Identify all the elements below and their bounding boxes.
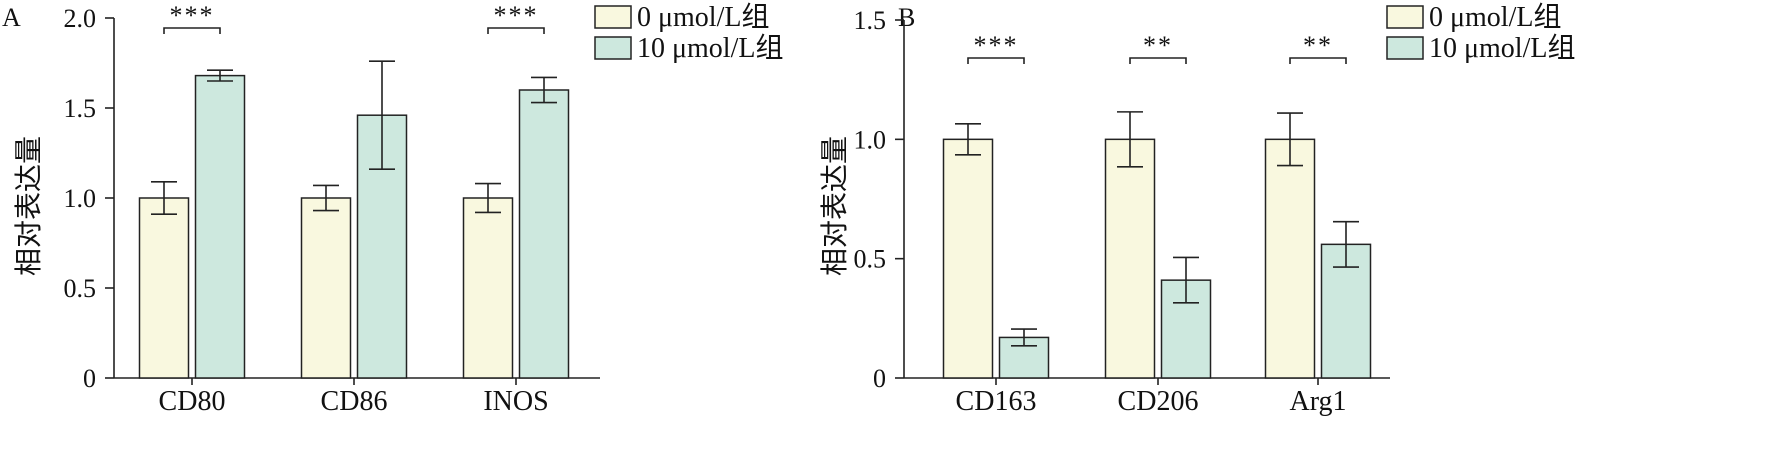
panelb-y-tick-label: 1.5 [854,6,887,35]
panelb-y-axis-label: 相对表达量 [818,136,851,276]
panelb-significance-label: *** [974,31,1019,60]
panelb-y-tick-label: 1.0 [854,125,887,154]
panela-error-bar [207,69,233,82]
panelb-significance-label: ** [1143,31,1173,60]
panela-legend-swatch [594,5,632,29]
panel-label-a: A [2,3,21,32]
panelb-significance-label: ** [1303,31,1333,60]
panela-y-tick-label: 1.5 [64,94,97,123]
panela-y-tick-label: 2.0 [64,4,97,33]
panelb-error-bar [1011,328,1037,347]
panela-y-tick-label: 0 [83,364,96,393]
panela-y-tick-label: 0.5 [64,274,97,303]
panela-error-bar [369,60,395,170]
panelb-y-tick-label: 0.5 [854,245,887,274]
panelb-category-label: CD163 [956,386,1037,417]
panela-category-label: CD80 [159,386,226,417]
panelb-significance-line [1289,57,1347,64]
panelb-error-bar [1117,111,1143,168]
panela-bar-cd86-series-0 [300,197,352,379]
panela-significance-label: *** [494,1,539,30]
panelb-error-bar [1277,112,1303,167]
panela-bar-inos-series-0 [462,197,514,379]
panelb-error-bar [955,123,981,156]
panel-b: B 0 0.5 1.0 1.5 相对表达量 CD163 *** CD206 ** Arg1 ** 0 … [818,1,1575,417]
panelb-legend-swatch [1386,5,1424,29]
panela-y-axis-label: 相对表达量 [12,136,45,276]
panela-bar-inos-series-1 [518,89,570,379]
panela-error-bar [151,181,177,215]
panelb-legend-label: 10 μmol/L组 [1429,32,1575,64]
panela-error-bar [531,76,557,104]
panel-a: A 0 0.5 1.0 1.5 2.0 相对表达量 CD80 *** CD86 INOS *** 0 … [2,1,783,417]
panela-bar-cd80-series-0 [138,197,190,379]
panelb-legend-swatch [1386,36,1424,60]
panela-error-bar [475,182,501,214]
panela-significance-bracket [163,27,221,34]
panelb-error-bar [1333,220,1359,268]
panela-category-label: INOS [483,386,548,417]
panela-significance-bracket [487,27,545,34]
panelb-significance-line [1129,57,1187,64]
panelb-category-label: Arg1 [1289,386,1346,417]
panela-significance-line [487,27,545,34]
panela-significance-label: *** [170,1,215,30]
panelb-category-label: CD206 [1118,386,1199,417]
panelb-bar-cd206-series-0 [1104,138,1156,379]
panelb-bar-cd163-series-0 [942,138,994,379]
panelb-error-bar [1173,256,1199,304]
panel-label-b: B [898,3,915,32]
panelb-significance-bracket [967,57,1025,64]
panelb-significance-bracket [1289,57,1347,64]
panela-error-bar [313,184,339,212]
panela-legend-label: 0 μmol/L组 [637,1,769,33]
panelb-legend-label: 0 μmol/L组 [1429,1,1561,33]
panela-legend-swatch [594,36,632,60]
panelb-bar-arg1-series-0 [1264,138,1316,379]
panela-bar-cd80-series-1 [194,74,246,379]
panela-y-tick-label: 1.0 [64,184,97,213]
panelb-significance-line [967,57,1025,64]
panelb-significance-bracket [1129,57,1187,64]
panela-significance-line [163,27,221,34]
panelb-y-tick-label: 0 [873,364,886,393]
panela-legend-label: 10 μmol/L组 [637,32,783,64]
panela-category-label: CD86 [321,386,388,417]
